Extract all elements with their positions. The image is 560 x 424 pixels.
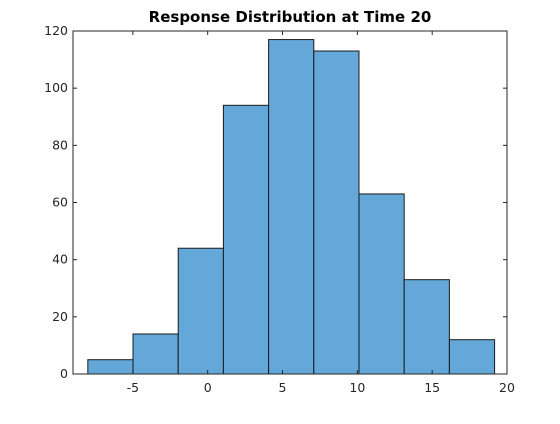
histogram-bar <box>403 279 450 375</box>
histogram-bar <box>132 333 179 375</box>
histogram-bar <box>222 104 270 375</box>
histogram-bar <box>177 247 224 375</box>
histogram-bar <box>268 39 315 375</box>
x-tick-label: 15 <box>424 380 440 395</box>
histogram-bar <box>313 50 360 375</box>
y-tick-label: 20 <box>52 309 68 324</box>
y-tick-label: 100 <box>44 80 68 95</box>
histogram-bar <box>448 339 496 375</box>
x-tick-label: 20 <box>499 380 515 395</box>
x-tick-label: -5 <box>127 380 139 395</box>
y-tick-label: 60 <box>52 195 68 210</box>
x-tick-label: 10 <box>349 380 365 395</box>
histogram-bar <box>358 193 405 375</box>
y-tick-label: 80 <box>52 137 68 152</box>
x-tick-label: 0 <box>204 380 212 395</box>
chart-title: Response Distribution at Time 20 <box>148 8 432 26</box>
histogram-bar <box>87 359 134 375</box>
x-tick-label: 5 <box>279 380 287 395</box>
y-tick-label: 120 <box>44 23 68 38</box>
y-tick-label: 0 <box>60 366 68 381</box>
y-tick-label: 40 <box>52 252 68 267</box>
